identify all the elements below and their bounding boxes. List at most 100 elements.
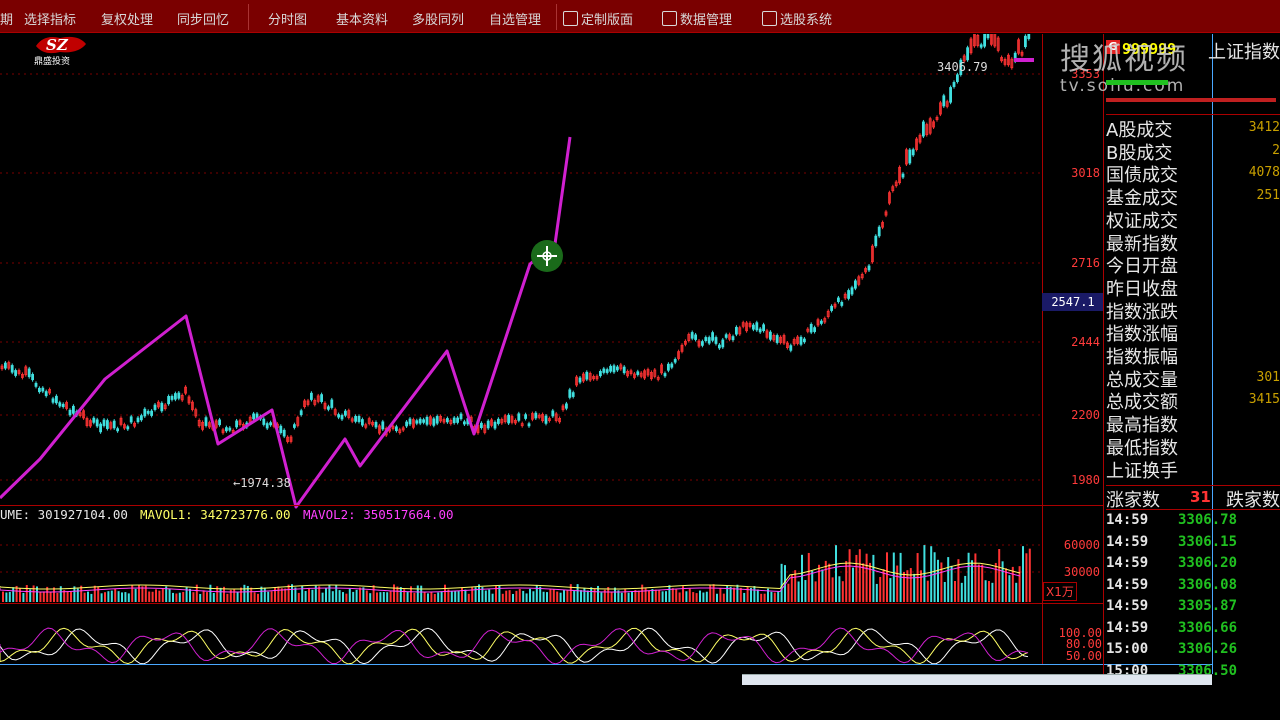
volume-bar	[801, 554, 803, 602]
volume-bar	[423, 592, 426, 602]
volume-bar	[277, 586, 280, 602]
toolbar-item-select-indicator[interactable]: 选择指标	[24, 13, 77, 28]
toolbar-item-watchlist[interactable]: 自选管理	[489, 13, 542, 28]
volume-bar	[155, 589, 157, 602]
volume-bar	[25, 585, 28, 602]
volume-bar	[76, 588, 79, 602]
tick-price: 3306.20	[1178, 555, 1238, 571]
volume-bar	[600, 592, 603, 602]
volume-bar	[712, 584, 715, 602]
volume-bar	[678, 592, 681, 602]
volume-bar	[573, 590, 576, 602]
candle-body	[462, 421, 466, 425]
volume-bar	[719, 587, 722, 602]
candle-body	[360, 419, 364, 426]
toolbar-item-period[interactable]: 期	[0, 13, 14, 28]
candle-body	[228, 427, 232, 431]
buy-bar	[1106, 80, 1168, 85]
toolbar-item-rights-adjust[interactable]: 复权处理	[101, 13, 154, 28]
volume-bar	[335, 585, 338, 602]
candle-body	[10, 365, 14, 373]
candle-body	[78, 412, 82, 416]
volume-bar	[705, 591, 708, 602]
candle-body	[1027, 34, 1031, 40]
candle-body	[816, 319, 820, 326]
candle-body	[993, 34, 997, 47]
volume-bar	[634, 590, 637, 602]
volume-bar	[168, 588, 171, 602]
volume-bar	[345, 593, 348, 602]
candle-body	[969, 38, 973, 54]
panel-divider	[1106, 114, 1280, 115]
volume-axis-label: 30000	[1063, 565, 1100, 579]
toolbar-item-sync-review[interactable]: 同步回忆	[177, 13, 230, 28]
volume-bar	[831, 577, 834, 602]
volume-bar	[93, 585, 96, 602]
volume-bar	[141, 586, 144, 602]
video-watermark: 搜狐视频 tv.sohu.com	[1060, 34, 1188, 96]
volume-bar	[729, 586, 732, 602]
toolbar-divider	[248, 4, 249, 30]
volume-bar	[882, 569, 885, 602]
volume-bar	[930, 546, 933, 602]
candle-body	[551, 410, 555, 417]
volume-bar	[444, 584, 446, 602]
volume-bar	[848, 549, 851, 602]
candle-body	[123, 424, 126, 429]
candle-body	[979, 44, 983, 48]
candle-body	[72, 405, 75, 414]
volume-bar	[770, 591, 773, 602]
scroll-indicator[interactable]	[1212, 34, 1213, 674]
volume-bar	[124, 592, 127, 602]
price-axis-label: 3018	[1071, 166, 1100, 180]
candle-body	[956, 74, 959, 82]
price-axis-label: 2200	[1071, 408, 1100, 422]
toolbar-item-data-manage[interactable]: 数据管理	[662, 9, 732, 28]
candle-body	[146, 410, 150, 414]
toolbar-item-multi-stock[interactable]: 多股同列	[412, 13, 465, 28]
toolbar-item-basic-info[interactable]: 基本资料	[336, 13, 389, 28]
candle-body	[687, 334, 691, 341]
toolbar-item-custom-layout[interactable]: 定制版面	[563, 9, 633, 28]
candle-body	[112, 420, 116, 429]
toolbar-item-timeshare[interactable]: 分时图	[268, 13, 308, 28]
candle-body	[58, 402, 62, 407]
volume-bar	[236, 591, 239, 602]
volume-bars	[0, 545, 1031, 602]
candle-body	[820, 320, 823, 324]
candle-body	[1007, 54, 1010, 66]
candle-body	[667, 363, 670, 371]
bottom-toolbar[interactable]	[742, 674, 1212, 685]
stat-label: 总成交额	[1106, 392, 1178, 414]
volume-bar	[940, 562, 943, 602]
volume-bar	[216, 586, 219, 602]
volume-bar	[73, 586, 76, 602]
kline-chart[interactable]	[0, 34, 1042, 664]
candle-body	[51, 398, 55, 403]
toolbar-item-stock-picker[interactable]: 选股系统	[762, 9, 832, 28]
volume-bar	[838, 576, 841, 602]
advancers-value: 31	[1190, 488, 1211, 506]
candle-body	[854, 280, 857, 289]
candle-body	[718, 344, 721, 349]
volume-bar	[624, 588, 627, 602]
candle-body	[833, 303, 837, 308]
volume-bar	[559, 592, 562, 602]
volume-bar	[522, 590, 525, 602]
candle-body	[595, 375, 599, 380]
candle-body	[428, 416, 432, 425]
candle-body	[663, 373, 667, 377]
volume-bar	[869, 562, 871, 602]
volume-bar	[699, 590, 701, 602]
volume-bar	[736, 584, 739, 602]
volume-bar	[586, 590, 589, 602]
volume-bar	[287, 584, 290, 602]
candle-body	[748, 322, 752, 327]
stat-label: 最高指数	[1106, 415, 1178, 437]
candle-body	[633, 373, 636, 378]
volume-bar	[263, 587, 266, 602]
candle-body	[68, 409, 72, 416]
tick-time: 14:59	[1106, 555, 1149, 571]
osc-axis-label: 100.00	[1058, 626, 1102, 640]
stat-label: 国债成交	[1106, 165, 1178, 187]
